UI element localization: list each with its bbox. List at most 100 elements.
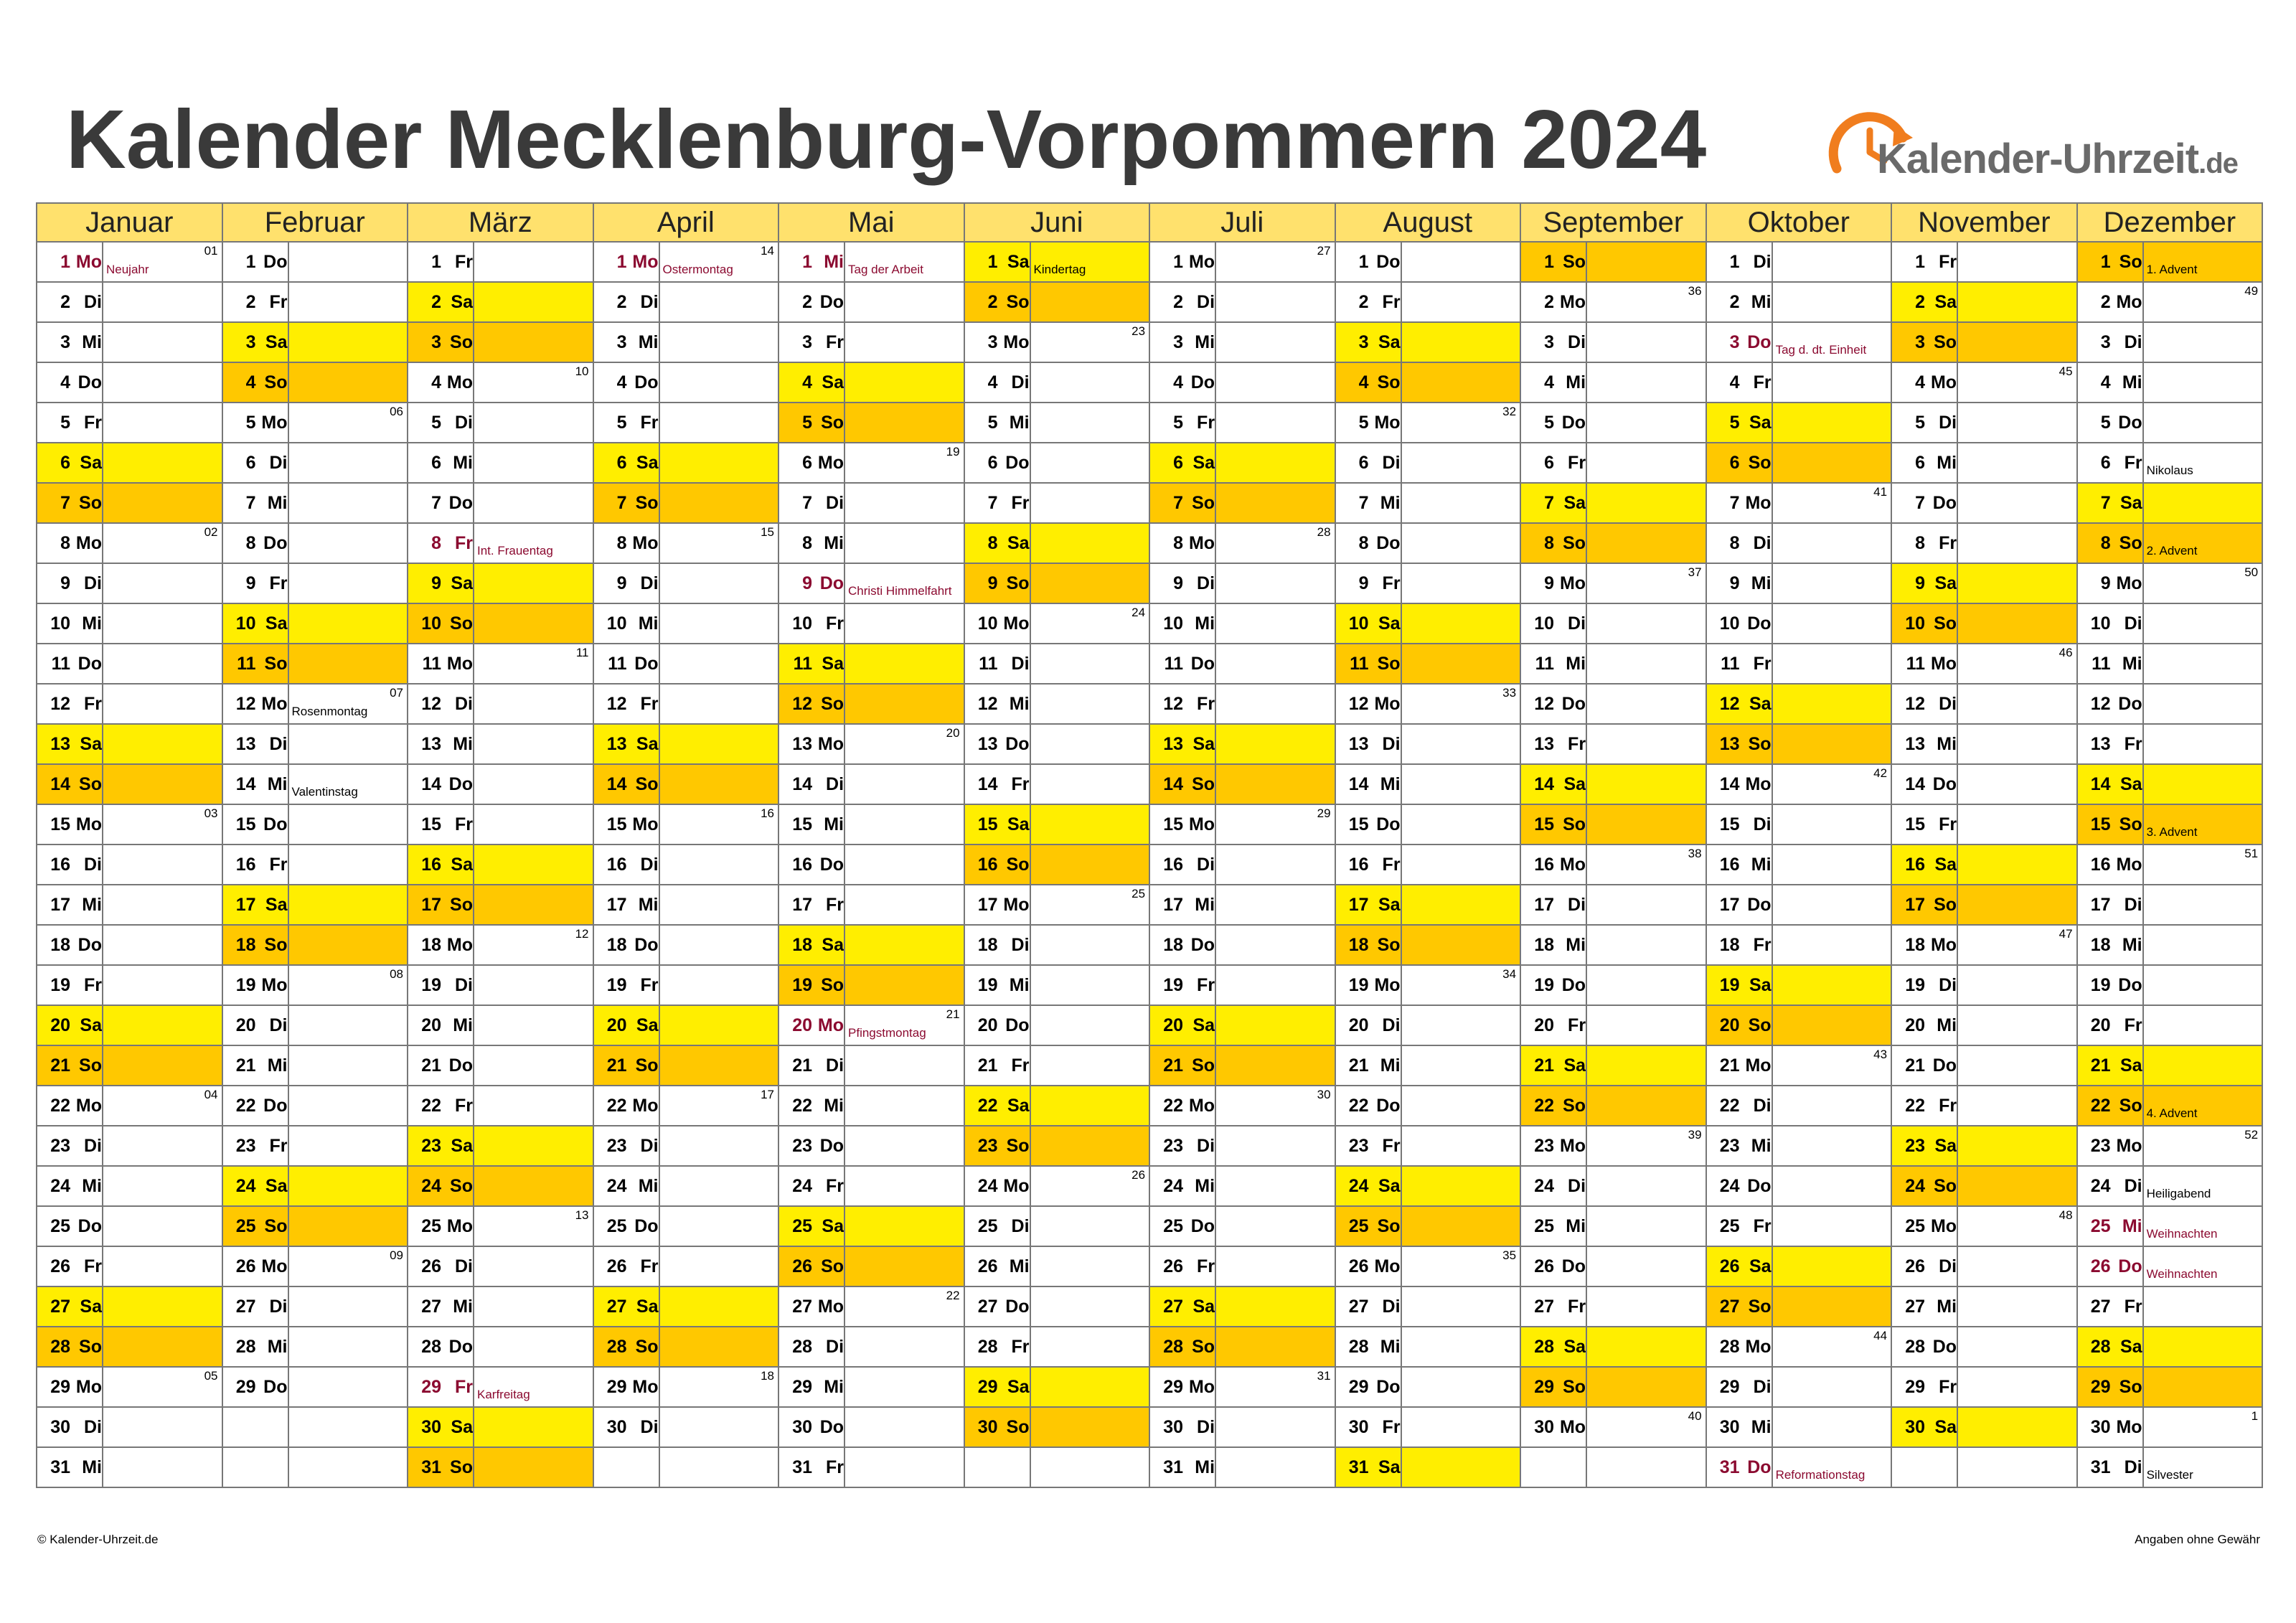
day-number: 19: [421, 974, 441, 995]
note-cell: [1957, 1326, 2078, 1368]
note-cell: 25: [1029, 884, 1151, 926]
day-cell: 15 Mo: [1149, 804, 1217, 845]
weekday-label: Mi: [1751, 1135, 1772, 1156]
day-cell: 23 Fr: [1334, 1125, 1402, 1167]
holiday-label: Christi Himmelfahrt: [848, 584, 952, 598]
note-cell: Ostermontag 14: [658, 241, 780, 283]
weekday-label: Mi: [82, 1457, 102, 1477]
weekday-label: So: [2119, 1095, 2142, 1116]
weekday-label: Mo: [632, 814, 659, 834]
day-cell: 8 Mo: [592, 522, 660, 564]
day-cell: 19 Sa: [1705, 964, 1773, 1006]
day-cell: 30 Mi: [1705, 1406, 1773, 1448]
note-cell: [658, 1246, 780, 1287]
note-cell: 02: [102, 522, 223, 564]
copyright-footer: © Kalender-Uhrzeit.de: [37, 1533, 159, 1546]
note-cell: [844, 1205, 965, 1247]
day-cell: 8 Mo: [1149, 522, 1217, 564]
day-number: 11: [793, 653, 813, 674]
note-cell: [1771, 1005, 1893, 1046]
day-cell: 19 Fr: [1149, 964, 1217, 1006]
weekday-label: Fr: [269, 854, 288, 875]
day-number: 6: [60, 452, 70, 473]
day-cell: 11 Do: [592, 643, 660, 685]
note-cell: [1400, 1406, 1522, 1448]
note-cell: 28: [1215, 522, 1336, 564]
day-number: 19: [606, 974, 627, 995]
weekday-label: Di: [455, 412, 473, 433]
day-cell: 6 Di: [1334, 442, 1402, 484]
weekday-label: Fr: [640, 693, 659, 714]
day-number: 27: [1348, 1296, 1369, 1317]
day-number: 18: [1163, 934, 1184, 955]
weekday-label: Fr: [1568, 733, 1586, 754]
day-number: 3: [1544, 331, 1555, 352]
weekday-label: Mi: [267, 492, 288, 513]
weekday-label: Do: [1005, 733, 1030, 754]
day-cell: 14 Di: [778, 763, 846, 805]
weekday-label: Mi: [638, 894, 659, 915]
week-number: 02: [204, 525, 218, 539]
day-number: 23: [977, 1135, 998, 1156]
note-cell: [1771, 442, 1893, 484]
weekday-label: So: [1748, 452, 1772, 473]
day-number: 28: [1163, 1336, 1184, 1357]
day-cell: 9 Di: [36, 563, 103, 604]
day-number: 8: [431, 532, 441, 553]
note-cell: [102, 281, 223, 323]
day-number: 13: [977, 733, 998, 754]
day-number: 24: [1534, 1175, 1555, 1196]
day-cell: 19 Mo: [221, 964, 289, 1006]
day-number: 7: [802, 492, 813, 513]
day-number: 6: [987, 452, 998, 473]
note-cell: [2142, 402, 2264, 443]
weekday-label: Fr: [1568, 1015, 1586, 1035]
weekday-label: Di: [640, 573, 659, 593]
note-cell: [844, 1045, 965, 1086]
day-number: 8: [60, 532, 70, 553]
note-cell: [102, 1326, 223, 1368]
day-cell: 12 Mo: [221, 683, 289, 725]
note-cell: [1215, 1286, 1336, 1327]
note-cell: [844, 964, 965, 1006]
weekday-label: Sa: [1563, 492, 1586, 513]
note-cell: [1586, 643, 1707, 685]
logo[interactable]: Kalender-Uhrzeit.de: [1822, 93, 2267, 201]
weekday-label: Do: [77, 1215, 102, 1236]
weekday-label: So: [450, 613, 473, 634]
day-cell: 28 Mi: [1334, 1326, 1402, 1368]
day-cell: 26 Di: [407, 1246, 474, 1287]
weekday-label: Fr: [84, 1256, 102, 1276]
weekday-label: Mo: [1003, 1175, 1030, 1196]
day-number: 3: [245, 331, 256, 352]
day-cell: 18 Mi: [2076, 924, 2144, 966]
day-number: 7: [616, 492, 627, 513]
note-cell: [844, 884, 965, 926]
note-cell: [1400, 1205, 1522, 1247]
weekday-label: Mo: [446, 934, 473, 955]
day-cell: 3 Do: [1705, 321, 1773, 363]
day-cell: 6 Fr: [2076, 442, 2144, 484]
note-cell: [1400, 1366, 1522, 1408]
day-cell: 7 Sa: [1520, 482, 1588, 524]
note-cell: [1586, 362, 1707, 403]
weekday-label: Di: [2124, 894, 2142, 915]
day-number: 29: [421, 1376, 441, 1397]
note-cell: 4. Advent: [2142, 1085, 2264, 1126]
day-cell: 5 Do: [2076, 402, 2144, 443]
day-cell: 11 Mo: [407, 643, 474, 685]
weekday-label: So: [79, 1055, 102, 1076]
note-cell: [1029, 763, 1151, 805]
weekday-label: Do: [448, 492, 473, 513]
holiday-label: Int. Frauentag: [477, 544, 553, 558]
day-cell: 6 Do: [963, 442, 1031, 484]
day-cell: 3 Sa: [221, 321, 289, 363]
weekday-label: Mo: [2116, 1135, 2142, 1156]
day-cell: 2 Sa: [1891, 281, 1959, 323]
day-number: 20: [421, 1015, 441, 1035]
note-cell: [473, 683, 594, 725]
day-cell: 10 So: [1891, 603, 1959, 644]
day-cell: 30 Do: [778, 1406, 846, 1448]
day-cell: 2 Do: [778, 281, 846, 323]
weekday-label: So: [79, 1336, 102, 1357]
